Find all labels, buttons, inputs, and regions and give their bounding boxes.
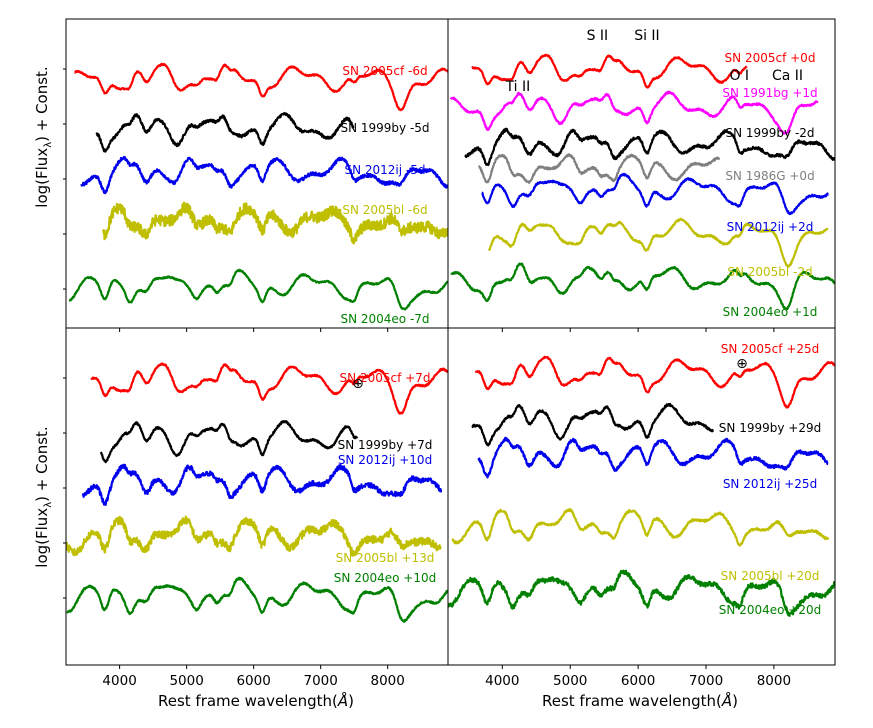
spectrum-label: SN 1999by +7d <box>338 438 433 452</box>
spectrum-line <box>80 155 448 195</box>
spectrum-label: SN 2012ij +10d <box>338 453 432 467</box>
spectrum-line <box>487 217 829 268</box>
spectrum-label: SN 1991bg +1d <box>722 86 817 100</box>
spectrum-label: SN 2005cf +7d <box>340 371 431 385</box>
y-axis-label-top: log(Fluxλ) + Const. <box>33 66 54 207</box>
line-id-label: Ca II <box>772 68 803 84</box>
spectrum-line <box>81 463 443 506</box>
y-axis-label-bottom: log(Fluxλ) + Const. <box>33 426 54 567</box>
spectrum-line <box>101 201 448 245</box>
spectra-lines <box>68 62 448 311</box>
spectrum-label: SN 2004eo +1d <box>723 305 818 319</box>
spectrum-line <box>477 436 829 479</box>
x-axis-label-left: Rest frame wavelength(Å) <box>158 691 354 710</box>
spectrum-line <box>66 576 448 623</box>
spectrum-label: SN 1999by +29d <box>719 421 821 435</box>
spectrum-line <box>66 515 442 557</box>
spectrum-label: SN 1999by -5d <box>340 121 429 135</box>
spectrum-line <box>95 111 355 153</box>
panel-top-right: SN 2005cf +0d SN 1991bg +1d SN 1999by -2d S… <box>447 18 836 332</box>
spectrum-label: SN 2012ij +25d <box>723 477 817 491</box>
spectrum-label: SN 2005cf +25d <box>721 342 820 356</box>
spectrum-label: SN 2005bl +20d <box>721 569 820 583</box>
spectrum-line <box>99 420 359 464</box>
spectrum-line <box>477 153 721 184</box>
x-tick-label: 5000 <box>169 673 203 689</box>
x-tick-label: 7000 <box>303 673 337 689</box>
spectrum-line <box>90 362 448 415</box>
telluric-marker: ⊕ <box>352 376 364 392</box>
x-tick-label: 4000 <box>102 673 136 689</box>
x-tick-label: 4000 <box>485 673 519 689</box>
spectrum-line <box>471 53 748 89</box>
spectrum-label: SN 2005cf +0d <box>725 51 816 65</box>
spectra-lines <box>448 355 835 617</box>
spectrum-label: SN 2005bl +13d <box>336 551 435 565</box>
spectra-lines <box>449 53 835 310</box>
panel-top-left: SN 2005cf -6d SN 1999by -5d SN 2012ij -5d S… <box>63 18 449 332</box>
spectrum-label: SN 1986G +0d <box>725 169 814 183</box>
line-id-label: O I <box>729 68 749 84</box>
spectrum-label: SN 2004eo -7d <box>340 312 429 326</box>
spectrum-label: SN 2004eo +10d <box>334 571 436 585</box>
line-id-label: Si II <box>634 28 659 44</box>
spectrum-label: SN 2012ij -5d <box>344 163 425 177</box>
spectrum-line <box>451 508 830 547</box>
spectrum-label: SN 2004eo +20d <box>719 603 821 617</box>
spectrum-line <box>481 172 829 216</box>
spectrum-label: SN 2012ij +2d <box>727 220 814 234</box>
spectrum-line <box>474 355 835 409</box>
spectrum-line <box>74 62 448 112</box>
spectrum-line <box>450 262 835 310</box>
x-tick-label: 5000 <box>553 673 587 689</box>
axes-frame <box>447 327 836 666</box>
x-tick-label: 8000 <box>371 673 405 689</box>
spectrum-line <box>471 402 714 447</box>
x-axis-label-right: Rest frame wavelength(Å) <box>542 691 738 710</box>
x-tick-label: 6000 <box>236 673 270 689</box>
x-tick-label: 6000 <box>621 673 655 689</box>
telluric-marker: ⊕ <box>736 356 748 372</box>
panel-bottom-right: SN 2005cf +25d SN 1999by +29d SN 2012ij +2… <box>447 327 836 689</box>
spectrum-label: SN 2005bl -2d <box>727 265 812 279</box>
spectrum-line <box>449 90 819 135</box>
spectrum-label: SN 1999by -2d <box>725 126 814 140</box>
spectrum-line <box>464 127 835 167</box>
spectrum-line <box>448 569 835 617</box>
line-id-label: S II <box>587 28 609 44</box>
line-id-label: Ti II <box>505 79 531 95</box>
spectrum-label: SN 2005bl -6d <box>342 203 427 217</box>
spectra-lines <box>66 362 448 623</box>
spectrum-line <box>68 268 448 311</box>
spectrum-label: SN 2005cf -6d <box>342 64 427 78</box>
x-tick-label: 7000 <box>689 673 723 689</box>
x-tick-label: 8000 <box>757 673 791 689</box>
